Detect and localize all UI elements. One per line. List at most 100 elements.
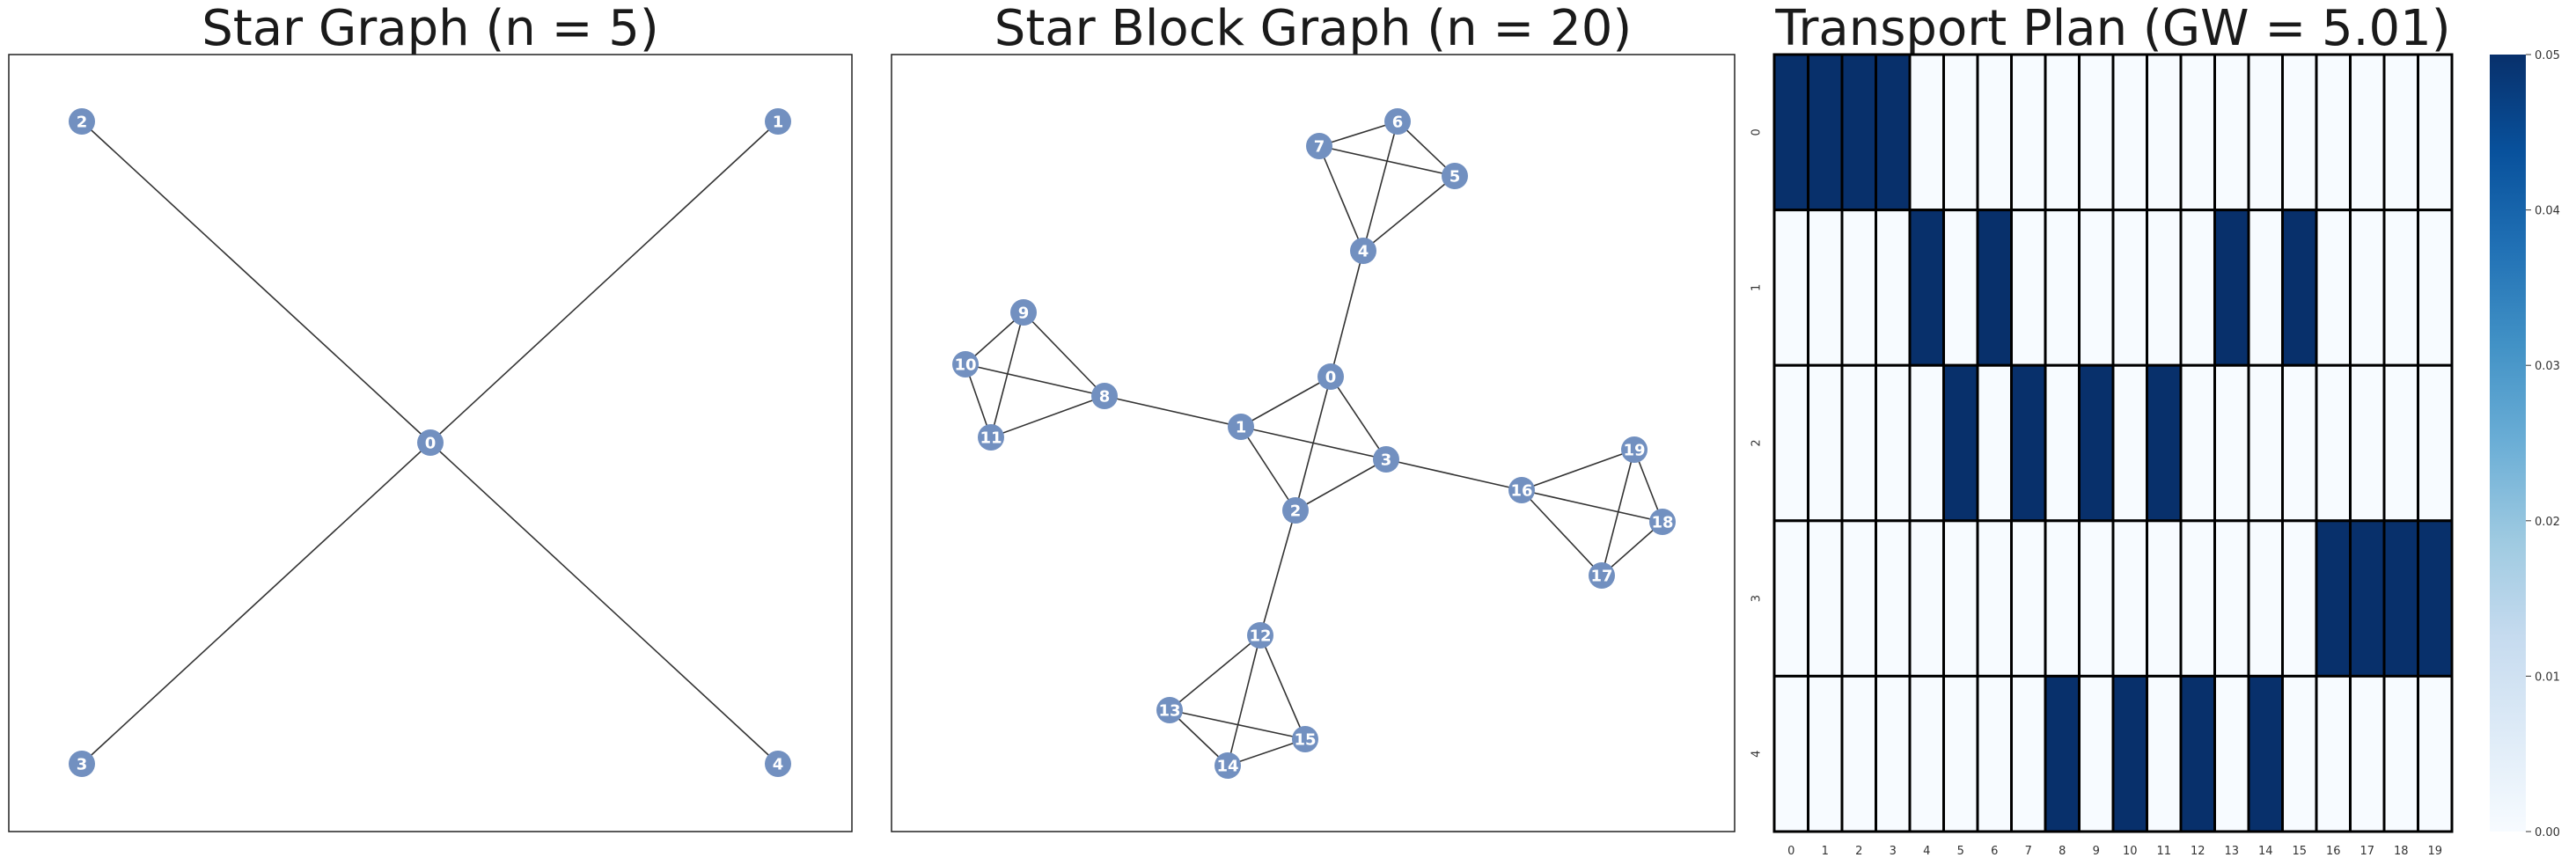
heat-cell-2-10: [2111, 363, 2148, 523]
edge-0-1: [1240, 376, 1332, 428]
heat-cell-2-14: [2247, 363, 2284, 523]
heat-cell-2-4: [1908, 363, 1945, 523]
heat-cell-1-1: [1807, 209, 1844, 367]
heat-cell-2-0: [1772, 363, 1809, 523]
heat-cell-3-4: [1908, 519, 1945, 678]
heat-cell-3-8: [2044, 519, 2081, 678]
node-7: [1306, 133, 1332, 159]
edge-1-2: [1240, 426, 1296, 511]
node-8: [1091, 383, 1118, 409]
edge-13-14: [1169, 709, 1229, 766]
heat-cell-3-15: [2281, 519, 2318, 678]
heat-cell-0-4: [1908, 53, 1945, 212]
edge-8-11: [990, 395, 1105, 438]
node-label-0: 0: [1325, 368, 1337, 386]
heat-cell-0-6: [1976, 53, 2013, 212]
edge-0-3: [81, 442, 431, 765]
node-label-9: 9: [1018, 304, 1030, 322]
node-label-6: 6: [1392, 113, 1404, 131]
heat-cell-4-14: [2247, 674, 2284, 833]
heat-cell-1-19: [2417, 209, 2454, 367]
star-block-graph-title: Star Block Graph (n = 20): [994, 0, 1633, 57]
colorbar-gradient: [2490, 55, 2526, 832]
edge-0-4: [429, 442, 779, 765]
edge-16-19: [1521, 449, 1635, 491]
edge-16-17: [1521, 489, 1603, 576]
heat-cell-1-6: [1976, 209, 2013, 367]
heat-cell-0-11: [2146, 53, 2183, 212]
edge-16-18: [1521, 489, 1663, 523]
edge-2-3: [1295, 458, 1387, 511]
heat-cell-3-14: [2247, 519, 2284, 678]
y-tick-label-2: 2: [1750, 439, 1764, 446]
node-label-0: 0: [425, 434, 437, 452]
heat-cell-0-1: [1807, 53, 1844, 212]
heat-cell-4-5: [1942, 674, 1979, 833]
heat-cell-0-5: [1942, 53, 1979, 212]
x-tick-label-11: 11: [2156, 845, 2171, 858]
x-tick-label-9: 9: [2093, 845, 2100, 858]
x-tick-label-2: 2: [1855, 845, 1862, 858]
colorbar-tick-label-0.03: 0.03: [2535, 360, 2560, 373]
heat-cell-0-2: [1840, 53, 1877, 212]
node-13: [1156, 697, 1183, 723]
node-label-5: 5: [1449, 167, 1461, 186]
edge-4-5: [1362, 175, 1456, 252]
x-tick-label-1: 1: [1822, 845, 1829, 858]
heat-cell-4-16: [2315, 674, 2352, 833]
edge-6-7: [1318, 121, 1398, 147]
star-graph-panel: 0 1 2 3 4: [69, 108, 791, 777]
node-label-3: 3: [1381, 451, 1392, 469]
heat-cell-4-15: [2281, 674, 2318, 833]
heat-cell-3-10: [2111, 519, 2148, 678]
edge-1-8: [1104, 395, 1242, 428]
edge-4-7: [1318, 145, 1364, 252]
heat-cell-2-16: [2315, 363, 2352, 523]
edge-17-18: [1601, 521, 1663, 576]
heat-cell-2-11: [2146, 363, 2183, 523]
heat-cell-4-8: [2044, 674, 2081, 833]
node-label-11: 11: [980, 429, 1002, 447]
heat-cell-0-9: [2078, 53, 2115, 212]
heat-cell-4-17: [2349, 674, 2386, 833]
x-tick-label-18: 18: [2394, 845, 2409, 858]
heat-cell-3-9: [2078, 519, 2115, 678]
edge-9-11: [990, 312, 1024, 438]
heat-cell-0-17: [2349, 53, 2386, 212]
node-label-18: 18: [1651, 513, 1673, 531]
node-5: [1442, 163, 1468, 189]
node-16: [1508, 477, 1535, 503]
heat-cell-3-12: [2179, 519, 2216, 678]
heat-cell-3-7: [2010, 519, 2047, 678]
x-tick-label-4: 4: [1923, 845, 1930, 858]
heat-cell-2-2: [1840, 363, 1877, 523]
heat-cell-1-16: [2315, 209, 2352, 367]
heat-cell-2-13: [2213, 363, 2250, 523]
edge-0-4: [1330, 250, 1364, 378]
heat-cell-0-19: [2417, 53, 2454, 212]
node-19: [1621, 436, 1648, 463]
heat-cell-2-3: [1875, 363, 1912, 523]
x-tick-label-7: 7: [2025, 845, 2032, 858]
heat-cell-2-5: [1942, 363, 1979, 523]
heat-cell-4-19: [2417, 674, 2454, 833]
heat-cell-2-6: [1976, 363, 2013, 523]
edge-8-10: [965, 363, 1105, 397]
node-label-1: 1: [1236, 418, 1247, 436]
edge-12-14: [1227, 634, 1261, 766]
heat-cell-2-19: [2417, 363, 2454, 523]
node-label-13: 13: [1158, 701, 1180, 720]
node-15: [1292, 726, 1318, 752]
colorbar-tick-label-0.04: 0.04: [2535, 205, 2560, 218]
heat-cell-3-1: [1807, 519, 1844, 678]
heat-cell-2-1: [1807, 363, 1844, 523]
heat-cell-0-8: [2044, 53, 2081, 212]
heat-cell-3-17: [2349, 519, 2386, 678]
x-tick-label-16: 16: [2326, 845, 2341, 858]
node-label-12: 12: [1249, 627, 1271, 645]
heat-cell-0-10: [2111, 53, 2148, 212]
edge-13-15: [1169, 709, 1306, 740]
heat-cell-2-18: [2382, 363, 2419, 523]
x-tick-label-17: 17: [2359, 845, 2374, 858]
